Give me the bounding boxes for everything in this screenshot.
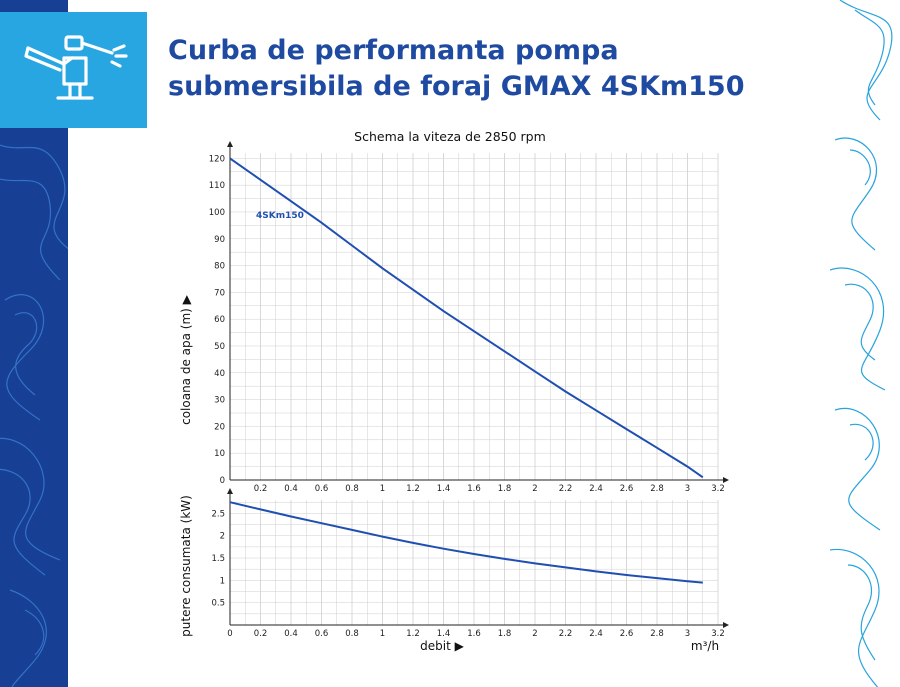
head-x-tick-label: 3.2 <box>711 484 725 494</box>
power-y-tick-label: 1 <box>220 576 225 586</box>
page-title: Curba de performanta pompa submersibila … <box>168 33 808 105</box>
head-y-tick-label: 10 <box>214 449 225 459</box>
head-chart-axes <box>227 141 729 483</box>
power-y-tick-label: 1.5 <box>211 554 225 564</box>
power-y-axis-arrow <box>227 488 233 494</box>
power-x-tick-label: 1.4 <box>437 629 451 639</box>
power-y-tick-label: 2.5 <box>211 509 225 519</box>
power-x-tick-label: 1.2 <box>406 629 420 639</box>
head-y-tick-label: 40 <box>214 369 225 379</box>
head-x-tick-label: 0.2 <box>254 484 268 494</box>
head-y-tick-label: 20 <box>214 422 225 432</box>
power-chart-y-ticks: 0.5 1 1.5 2 2.5 <box>211 509 225 608</box>
head-curve-line <box>229 157 704 479</box>
power-x-tick-label: 2 <box>532 629 537 639</box>
chart-subtitle: Schema la viteza de 2850 rpm <box>354 129 546 144</box>
head-y-tick-label: 90 <box>214 235 225 245</box>
head-chart-x-ticks: 0.2 0.4 0.6 0.8 1 1.2 1.4 1.6 1.8 2 2.2 2.4 2.6 2.8 3 3… <box>254 484 725 494</box>
power-x-tick-label: 0 <box>227 629 232 639</box>
head-x-tick-label: 2.6 <box>620 484 634 494</box>
power-y-tick-label: 0.5 <box>211 599 225 609</box>
power-x-axis-arrow <box>723 622 729 628</box>
head-y-tick-label: 70 <box>214 288 225 298</box>
head-y-tick-label: 80 <box>214 262 225 272</box>
power-curve-line <box>229 501 703 584</box>
head-x-tick-label: 0.8 <box>345 484 359 494</box>
power-y-tick-label: 2 <box>220 532 225 542</box>
power-x-tick-label: 2.2 <box>559 629 573 639</box>
title-line-2: submersibila de foraj GMAX 4SKm150 <box>168 71 745 102</box>
head-y-tick-label: 30 <box>214 396 225 406</box>
y-axis-title-power: putere consumata (kW) <box>179 495 193 637</box>
power-x-tick-label: 2.6 <box>620 629 634 639</box>
power-x-tick-label: 1 <box>380 629 385 639</box>
power-x-tick-label: 2.8 <box>650 629 664 639</box>
head-chart-grid <box>230 153 719 480</box>
power-x-tick-label: 1.6 <box>467 629 481 639</box>
head-x-tick-label: 2.2 <box>559 484 573 494</box>
y-axis-title-head: coloana de apa (m) ▶ <box>179 294 193 425</box>
head-x-tick-label: 1 <box>380 484 385 494</box>
power-x-tick-label: 1.8 <box>498 629 512 639</box>
head-y-tick-label: 50 <box>214 342 225 352</box>
contour-pattern-left <box>0 144 68 687</box>
head-chart: 0.2 0.4 0.6 0.8 1 1.2 1.4 1.6 1.8 2 2.2 2.4 2.6 2.8 3 3… <box>209 141 729 494</box>
power-x-tick-label: 3.2 <box>711 629 725 639</box>
head-y-tick-label: 0 <box>220 476 225 486</box>
head-x-axis-arrow <box>723 477 729 483</box>
logo-box <box>0 12 147 128</box>
power-chart-x-ticks: 0 0.2 0.4 0.6 0.8 1 1.2 1.4 1.6 1.8 2 2.2 2.4 2.6 2.8 3… <box>227 629 724 639</box>
head-y-tick-label: 120 <box>209 154 225 164</box>
head-y-axis-arrow <box>227 141 233 147</box>
head-x-tick-label: 0.6 <box>315 484 329 494</box>
head-x-tick-label: 2.4 <box>589 484 603 494</box>
power-x-tick-label: 3 <box>685 629 690 639</box>
power-x-tick-label: 0.2 <box>254 629 268 639</box>
head-x-tick-label: 3 <box>685 484 690 494</box>
head-x-tick-label: 1.6 <box>467 484 481 494</box>
right-decorative-strip <box>830 0 900 687</box>
head-y-tick-label: 110 <box>209 181 225 191</box>
x-axis-unit: m³/h <box>691 639 719 653</box>
series-label: 4SKm150 <box>256 211 304 221</box>
head-x-tick-label: 2 <box>532 484 537 494</box>
contour-pattern-right <box>830 0 893 687</box>
x-axis-title: debit ▶ <box>420 639 464 653</box>
head-x-tick-label: 1.2 <box>406 484 420 494</box>
head-chart-y-ticks: 0 10 20 30 40 50 60 70 80 90 100 110 120 <box>209 154 225 486</box>
power-x-tick-label: 2.4 <box>589 629 603 639</box>
head-x-tick-label: 0.4 <box>284 484 298 494</box>
power-x-tick-label: 0.4 <box>284 629 298 639</box>
power-chart-axes <box>227 488 729 628</box>
head-x-tick-label: 1.4 <box>437 484 451 494</box>
power-x-tick-label: 0.6 <box>315 629 329 639</box>
head-x-tick-label: 1.8 <box>498 484 512 494</box>
head-y-tick-label: 100 <box>209 208 225 218</box>
power-x-tick-label: 0.8 <box>345 629 359 639</box>
title-line-1: Curba de performanta pompa <box>168 35 619 66</box>
power-chart-grid <box>230 500 719 625</box>
head-x-tick-label: 2.8 <box>650 484 664 494</box>
power-chart: 0 0.2 0.4 0.6 0.8 1 1.2 1.4 1.6 1.8 2 2.2 2.4 2.6 2.8 3… <box>211 488 729 639</box>
sprinkler-icon <box>24 35 128 100</box>
head-y-tick-label: 60 <box>214 315 225 325</box>
